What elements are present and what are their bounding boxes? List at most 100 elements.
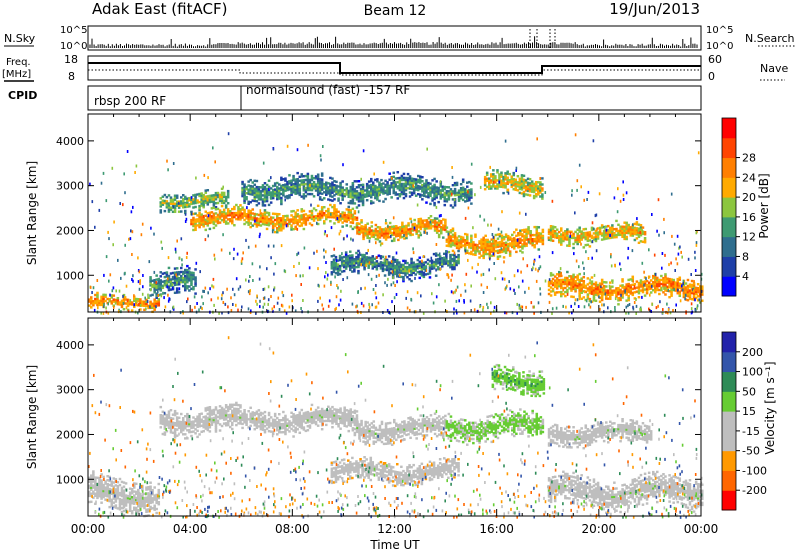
heat-cell <box>464 192 467 195</box>
heat-speck <box>560 271 562 275</box>
heat-cell <box>204 195 208 198</box>
heat-cell <box>498 185 501 188</box>
heat-cell <box>623 225 626 229</box>
heat-speck <box>259 265 261 269</box>
heat-cell <box>210 196 214 199</box>
heat-cell <box>345 183 349 186</box>
heat-speck <box>232 303 234 306</box>
heat-speck <box>367 248 369 252</box>
heat-speck <box>490 301 492 305</box>
heat-cell <box>482 254 485 258</box>
heat-cell <box>249 193 252 196</box>
heat-cell <box>598 232 602 236</box>
heat-cell <box>196 214 199 217</box>
heat-speck <box>610 253 612 257</box>
heat-cell <box>600 288 604 292</box>
heat-cell <box>459 197 463 200</box>
heat-cell <box>412 181 416 185</box>
heat-speck <box>322 145 324 148</box>
heat-cell <box>96 301 99 305</box>
heat-cell <box>515 228 518 231</box>
heat-speck <box>551 251 554 255</box>
heat-cell <box>192 228 195 232</box>
heat-cell <box>516 189 520 192</box>
heat-cell <box>273 188 277 191</box>
heat-speck <box>387 277 389 281</box>
heat-cell <box>98 480 101 484</box>
heat-speck <box>201 307 203 311</box>
heat-cell <box>427 221 431 224</box>
heat-cell <box>165 271 169 274</box>
heat-cell <box>226 214 230 217</box>
heat-speck <box>544 279 547 283</box>
heat-cell <box>257 213 261 217</box>
heat-cell <box>320 208 324 211</box>
heat-speck <box>611 280 614 284</box>
heat-speck <box>114 301 117 305</box>
heat-cell <box>455 181 459 185</box>
heat-cell <box>161 280 165 283</box>
heat-cell <box>190 281 193 285</box>
heat-cell <box>149 302 152 306</box>
heat-speck <box>117 258 119 262</box>
heat-cell <box>588 231 592 234</box>
heat-cell <box>184 280 187 284</box>
heat-cell <box>247 211 250 214</box>
heat-cell <box>508 242 512 245</box>
heat-cell <box>357 257 360 261</box>
heat-cell <box>373 257 377 261</box>
heat-cell <box>605 225 608 228</box>
heat-speck <box>227 311 230 315</box>
heat-cell <box>422 275 426 279</box>
heat-speck <box>674 269 676 272</box>
heat-cell <box>375 262 379 265</box>
heat-cell <box>637 281 641 285</box>
heat-cell <box>151 302 154 306</box>
heat-cell <box>513 231 516 234</box>
heat-cell <box>592 293 596 296</box>
heat-cell <box>235 211 238 215</box>
heat-cell <box>341 190 344 193</box>
heat-cell <box>455 263 458 267</box>
heat-cell <box>449 266 452 269</box>
heat-speck <box>518 285 520 289</box>
heat-speck <box>201 295 203 299</box>
heat-cell <box>96 293 99 297</box>
heat-cell <box>611 279 614 282</box>
heat-cell <box>539 183 542 186</box>
heat-cell <box>429 223 433 226</box>
heat-speck <box>270 295 272 298</box>
heat-cell <box>492 179 495 182</box>
heat-cell <box>427 192 430 195</box>
heat-cell <box>290 187 293 191</box>
heat-cell <box>380 182 383 186</box>
heat-cell <box>261 220 265 224</box>
heat-cell <box>449 257 452 261</box>
heat-speck <box>690 307 693 311</box>
heat-cell <box>408 191 412 194</box>
heat-cell <box>605 235 608 238</box>
heat-cell <box>558 235 561 238</box>
heat-speck <box>591 256 593 260</box>
heat-cell <box>541 193 544 196</box>
heat-cell <box>300 222 304 225</box>
heat-cell <box>167 280 171 284</box>
heat-cell <box>555 279 559 282</box>
heat-speck <box>130 229 132 233</box>
heat-cell <box>177 281 181 284</box>
heat-cell <box>492 173 495 176</box>
heat-speck <box>528 286 530 290</box>
heat-cell <box>349 191 353 195</box>
heat-cell <box>385 268 389 272</box>
heat-cell <box>572 236 575 240</box>
heat-speck <box>482 308 484 312</box>
heat-speck <box>356 304 358 308</box>
heat-cell <box>190 279 193 282</box>
heat-cell <box>226 218 230 221</box>
heat-cell <box>169 282 173 285</box>
heat-cell <box>391 260 395 263</box>
heat-cell <box>306 192 310 196</box>
heat-cell <box>367 180 371 183</box>
heat-speck <box>224 302 227 306</box>
heat-cell <box>404 176 408 180</box>
